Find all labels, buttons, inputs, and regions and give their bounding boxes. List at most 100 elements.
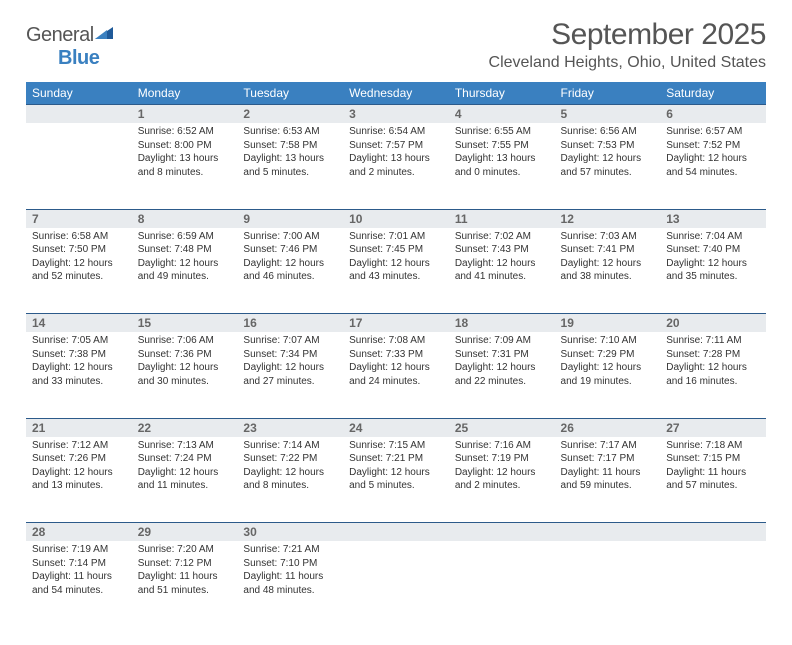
sunrise-text: Sunrise: 7:14 AM [243, 439, 337, 453]
sunset-text: Sunset: 7:58 PM [243, 139, 337, 153]
sunrise-text: Sunrise: 7:16 AM [455, 439, 549, 453]
daynum-row: 14151617181920 [26, 314, 766, 333]
day-number-cell: 4 [449, 105, 555, 124]
sunrise-text: Sunrise: 7:02 AM [455, 230, 549, 244]
day-number-cell: 17 [343, 314, 449, 333]
daylight-text: Daylight: 12 hours and 33 minutes. [32, 361, 126, 388]
daylight-text: Daylight: 12 hours and 54 minutes. [666, 152, 760, 179]
day-content-cell: Sunrise: 7:06 AMSunset: 7:36 PMDaylight:… [132, 332, 238, 418]
sunrise-text: Sunrise: 7:13 AM [138, 439, 232, 453]
daynum-row: 78910111213 [26, 209, 766, 228]
day-content-cell: Sunrise: 6:57 AMSunset: 7:52 PMDaylight:… [660, 123, 766, 209]
day-number-cell: 15 [132, 314, 238, 333]
day-content-cell: Sunrise: 7:05 AMSunset: 7:38 PMDaylight:… [26, 332, 132, 418]
day-number-cell: 25 [449, 418, 555, 437]
weekday-header: Tuesday [237, 82, 343, 105]
sunset-text: Sunset: 7:36 PM [138, 348, 232, 362]
sunrise-text: Sunrise: 6:53 AM [243, 125, 337, 139]
day-content-cell: Sunrise: 7:13 AMSunset: 7:24 PMDaylight:… [132, 437, 238, 523]
daylight-text: Daylight: 12 hours and 46 minutes. [243, 257, 337, 284]
day-content-cell: Sunrise: 7:07 AMSunset: 7:34 PMDaylight:… [237, 332, 343, 418]
day-content-cell: Sunrise: 6:52 AMSunset: 8:00 PMDaylight:… [132, 123, 238, 209]
sunrise-text: Sunrise: 6:52 AM [138, 125, 232, 139]
sunset-text: Sunset: 7:14 PM [32, 557, 126, 571]
day-number-cell: 9 [237, 209, 343, 228]
calendar-table: Sunday Monday Tuesday Wednesday Thursday… [26, 82, 766, 627]
day-content-cell: Sunrise: 7:01 AMSunset: 7:45 PMDaylight:… [343, 228, 449, 314]
daylight-text: Daylight: 12 hours and 24 minutes. [349, 361, 443, 388]
day-number-cell [555, 523, 661, 542]
daylight-text: Daylight: 12 hours and 22 minutes. [455, 361, 549, 388]
day-content-cell: Sunrise: 7:21 AMSunset: 7:10 PMDaylight:… [237, 541, 343, 627]
day-content-cell [555, 541, 661, 627]
sunset-text: Sunset: 7:41 PM [561, 243, 655, 257]
daylight-text: Daylight: 12 hours and 8 minutes. [243, 466, 337, 493]
daylight-text: Daylight: 11 hours and 59 minutes. [561, 466, 655, 493]
day-content-cell: Sunrise: 7:10 AMSunset: 7:29 PMDaylight:… [555, 332, 661, 418]
logo-text: General Blue [26, 24, 113, 69]
day-content-cell: Sunrise: 7:20 AMSunset: 7:12 PMDaylight:… [132, 541, 238, 627]
day-number-cell: 12 [555, 209, 661, 228]
sunrise-text: Sunrise: 7:00 AM [243, 230, 337, 244]
day-content-cell: Sunrise: 7:19 AMSunset: 7:14 PMDaylight:… [26, 541, 132, 627]
daylight-text: Daylight: 12 hours and 11 minutes. [138, 466, 232, 493]
logo: General Blue [26, 24, 113, 70]
sunset-text: Sunset: 7:22 PM [243, 452, 337, 466]
daylight-text: Daylight: 12 hours and 49 minutes. [138, 257, 232, 284]
day-content-cell: Sunrise: 7:14 AMSunset: 7:22 PMDaylight:… [237, 437, 343, 523]
sunset-text: Sunset: 7:50 PM [32, 243, 126, 257]
calendar-body: 123456Sunrise: 6:52 AMSunset: 8:00 PMDay… [26, 105, 766, 628]
sunset-text: Sunset: 7:53 PM [561, 139, 655, 153]
day-number-cell: 24 [343, 418, 449, 437]
day-number-cell: 16 [237, 314, 343, 333]
weekday-header: Saturday [660, 82, 766, 105]
content-row: Sunrise: 6:52 AMSunset: 8:00 PMDaylight:… [26, 123, 766, 209]
logo-triangle-icon [95, 25, 113, 39]
content-row: Sunrise: 7:19 AMSunset: 7:14 PMDaylight:… [26, 541, 766, 627]
location-text: Cleveland Heights, Ohio, United States [489, 54, 766, 72]
day-number-cell: 18 [449, 314, 555, 333]
day-content-cell: Sunrise: 7:09 AMSunset: 7:31 PMDaylight:… [449, 332, 555, 418]
sunset-text: Sunset: 7:31 PM [455, 348, 549, 362]
day-content-cell: Sunrise: 7:04 AMSunset: 7:40 PMDaylight:… [660, 228, 766, 314]
daylight-text: Daylight: 13 hours and 5 minutes. [243, 152, 337, 179]
day-number-cell: 30 [237, 523, 343, 542]
sunrise-text: Sunrise: 7:07 AM [243, 334, 337, 348]
day-content-cell: Sunrise: 6:59 AMSunset: 7:48 PMDaylight:… [132, 228, 238, 314]
day-content-cell: Sunrise: 7:08 AMSunset: 7:33 PMDaylight:… [343, 332, 449, 418]
day-number-cell: 5 [555, 105, 661, 124]
day-content-cell [449, 541, 555, 627]
sunset-text: Sunset: 7:21 PM [349, 452, 443, 466]
sunrise-text: Sunrise: 6:59 AM [138, 230, 232, 244]
day-number-cell: 14 [26, 314, 132, 333]
day-content-cell [343, 541, 449, 627]
day-number-cell: 19 [555, 314, 661, 333]
weekday-header: Friday [555, 82, 661, 105]
daylight-text: Daylight: 12 hours and 19 minutes. [561, 361, 655, 388]
weekday-header: Sunday [26, 82, 132, 105]
daylight-text: Daylight: 11 hours and 57 minutes. [666, 466, 760, 493]
day-number-cell: 8 [132, 209, 238, 228]
daylight-text: Daylight: 12 hours and 35 minutes. [666, 257, 760, 284]
sunrise-text: Sunrise: 7:11 AM [666, 334, 760, 348]
daylight-text: Daylight: 13 hours and 2 minutes. [349, 152, 443, 179]
sunrise-text: Sunrise: 6:54 AM [349, 125, 443, 139]
day-content-cell: Sunrise: 7:15 AMSunset: 7:21 PMDaylight:… [343, 437, 449, 523]
sunset-text: Sunset: 7:17 PM [561, 452, 655, 466]
sunset-text: Sunset: 7:15 PM [666, 452, 760, 466]
sunset-text: Sunset: 7:24 PM [138, 452, 232, 466]
daylight-text: Daylight: 12 hours and 43 minutes. [349, 257, 443, 284]
weekday-header: Monday [132, 82, 238, 105]
logo-part1: General [26, 24, 94, 46]
sunrise-text: Sunrise: 7:17 AM [561, 439, 655, 453]
sunset-text: Sunset: 7:19 PM [455, 452, 549, 466]
day-number-cell: 29 [132, 523, 238, 542]
daylight-text: Daylight: 13 hours and 8 minutes. [138, 152, 232, 179]
daylight-text: Daylight: 12 hours and 41 minutes. [455, 257, 549, 284]
sunrise-text: Sunrise: 7:08 AM [349, 334, 443, 348]
sunset-text: Sunset: 7:34 PM [243, 348, 337, 362]
daylight-text: Daylight: 12 hours and 52 minutes. [32, 257, 126, 284]
daynum-row: 282930 [26, 523, 766, 542]
content-row: Sunrise: 7:12 AMSunset: 7:26 PMDaylight:… [26, 437, 766, 523]
daylight-text: Daylight: 12 hours and 57 minutes. [561, 152, 655, 179]
